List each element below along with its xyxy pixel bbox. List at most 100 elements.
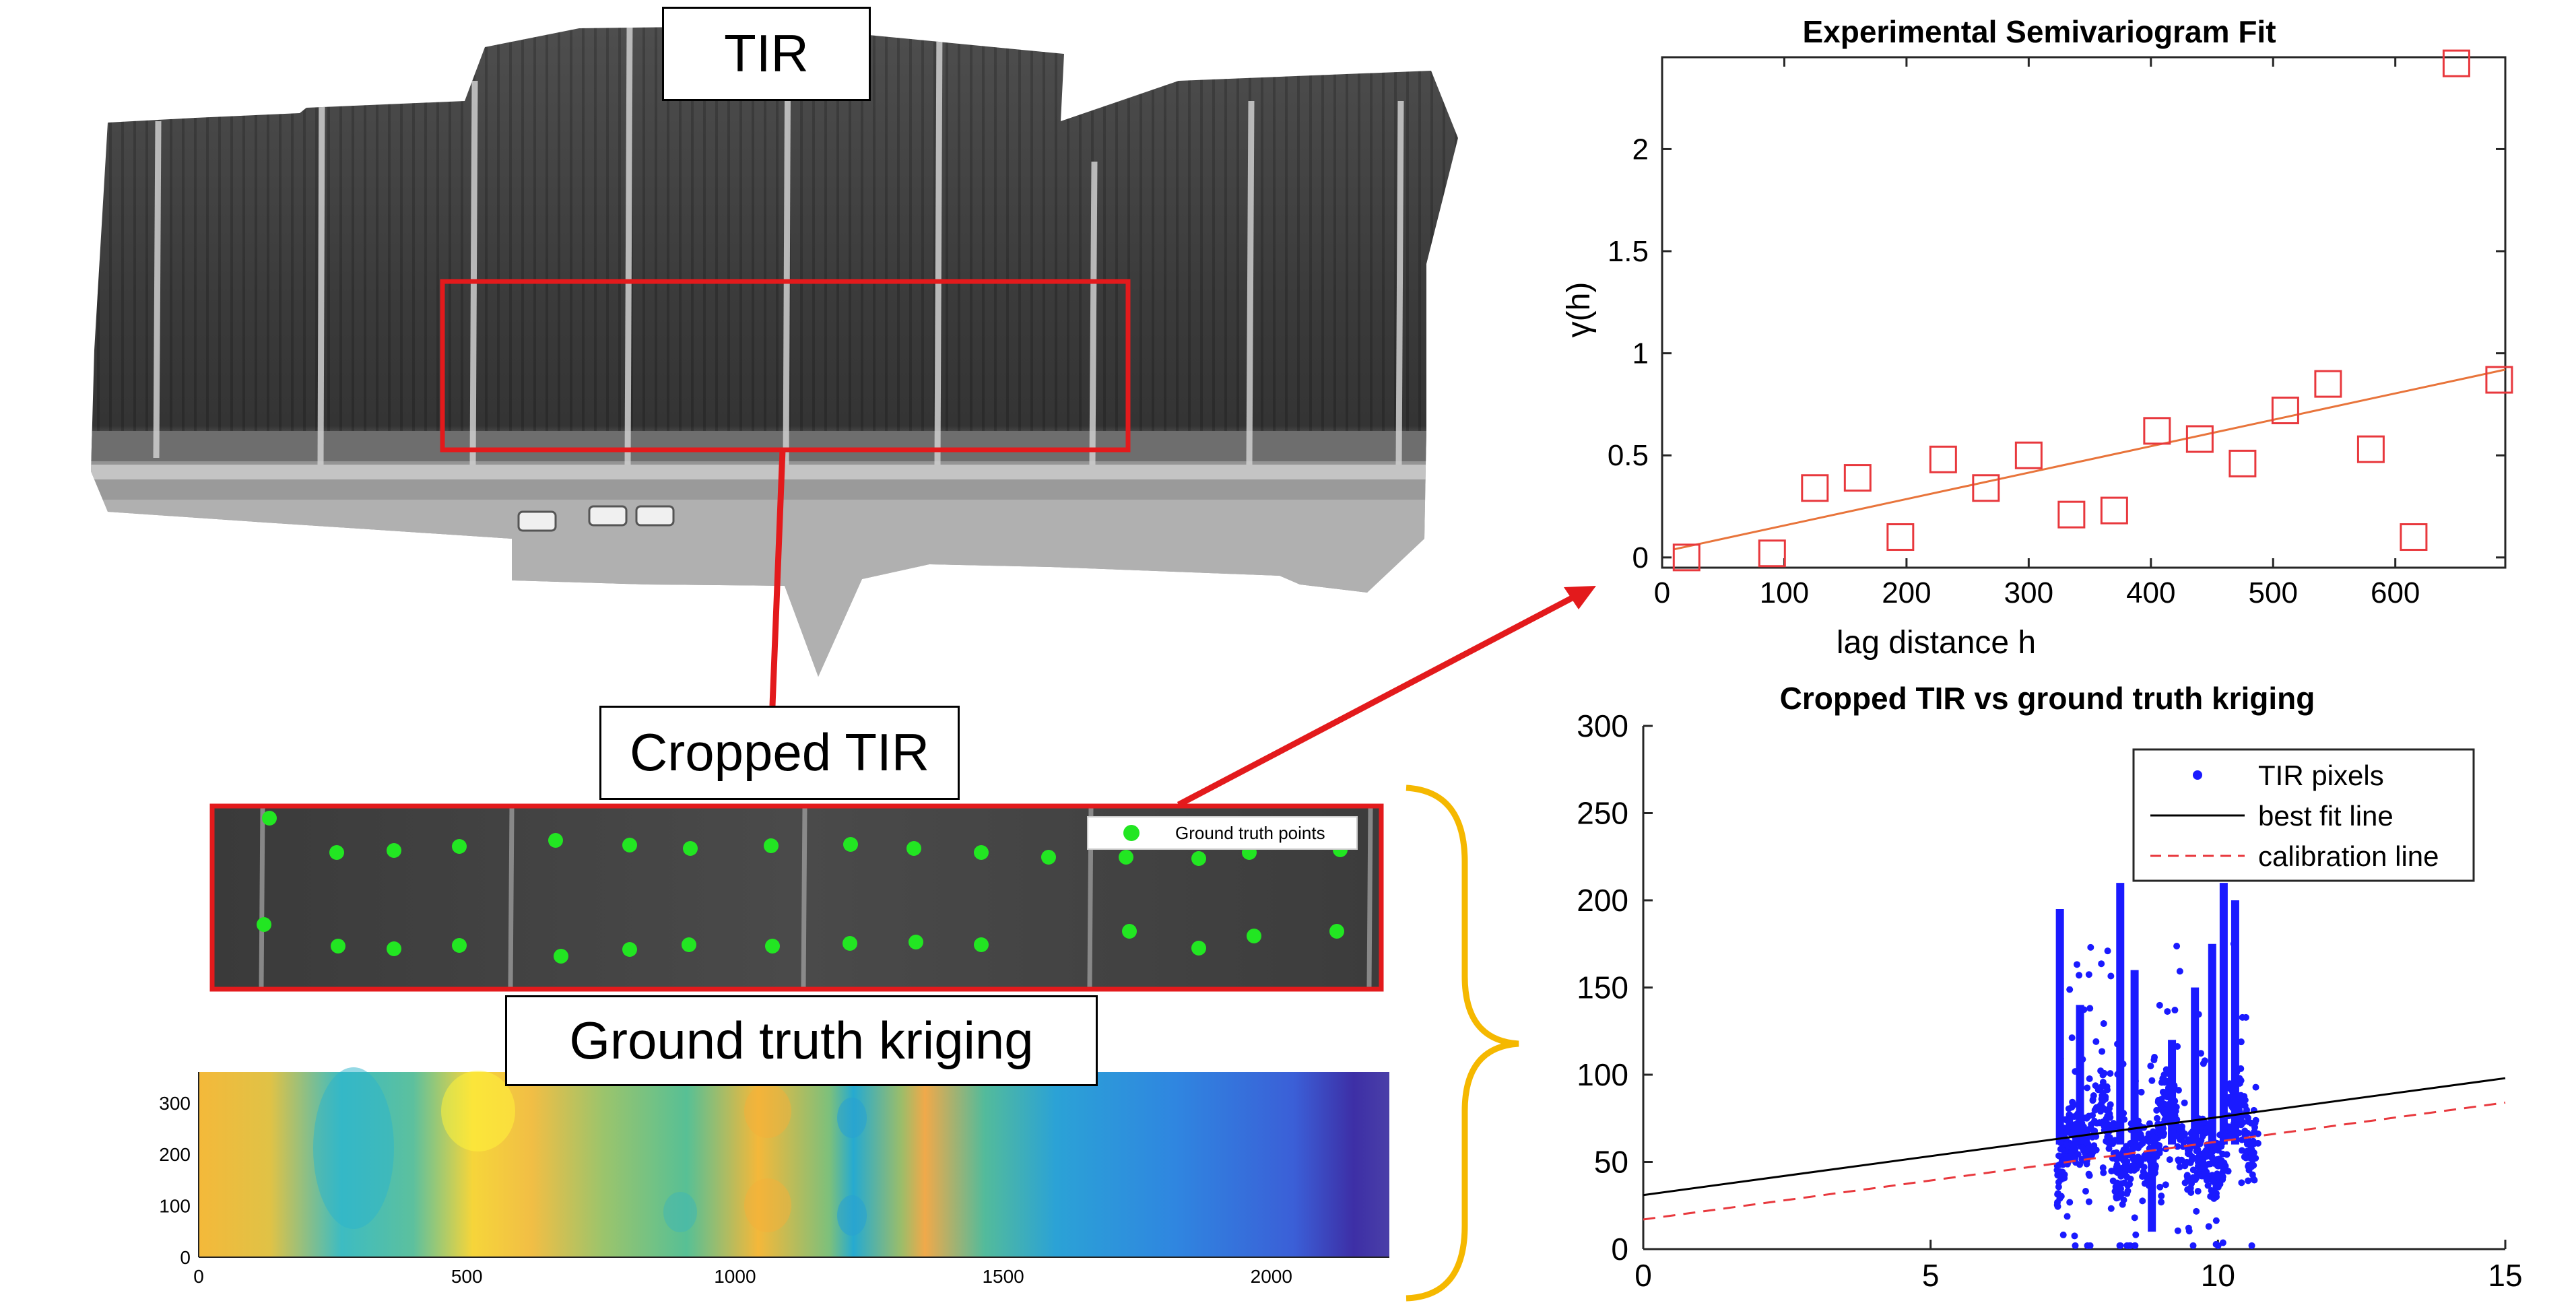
calibration-line	[1643, 1101, 2506, 1221]
calibration-xtick-label: 0	[1634, 1258, 1652, 1293]
calibration-ytick-label: 200	[1577, 883, 1628, 918]
semivariogram-xtick-label: 0	[1654, 576, 1670, 609]
ground-truth-point	[622, 942, 637, 957]
ground-truth-point	[909, 935, 923, 949]
crop-region-box	[440, 279, 1131, 453]
ground-truth-point	[452, 839, 467, 854]
ground-truth-point	[843, 936, 857, 951]
calibration-legend: TIR pixels best fit line calibration line	[2132, 748, 2475, 882]
semivariogram-chart: Experimental Semivariogram Fit lag dista…	[1561, 14, 2513, 661]
best-fit-line	[1643, 1077, 2506, 1197]
semivariogram-xtick-label: 200	[1882, 576, 1931, 609]
calibration-xtick-label: 5	[1922, 1258, 1940, 1293]
ground-truth-point	[387, 843, 401, 858]
calibration-chart: Cropped TIR vs ground truth kriging 0 5 10…	[1577, 681, 2522, 1293]
semivariogram-ytick-label: 2	[1632, 133, 1649, 166]
tir-label: TIR	[662, 7, 871, 101]
ground-truth-point	[1247, 929, 1261, 943]
semivariogram-point	[2271, 397, 2299, 425]
semivariogram-point	[2228, 449, 2257, 477]
semivariogram-xlabel: lag distance h	[1837, 625, 2036, 661]
calibration-legend-label: calibration line	[2258, 840, 2439, 872]
calibration-ytick-label: 300	[1577, 708, 1628, 743]
semivariogram-xtick-label: 500	[2249, 576, 2298, 609]
semivariogram-point	[2143, 417, 2171, 445]
ground-truth-point	[974, 937, 989, 952]
ground-truth-point	[1119, 850, 1133, 865]
semivariogram-ytick-label: 1.5	[1608, 235, 1649, 268]
ground-truth-point	[452, 938, 467, 953]
kriging-heatmap: 0 500 1000 1500 2000 0 100 200 300	[159, 1067, 1389, 1287]
heatmap-xtick-label: 500	[451, 1266, 483, 1287]
semivariogram-point	[1843, 464, 1872, 492]
calibration-title: Cropped TIR vs ground truth kriging	[1780, 681, 2315, 716]
semivariogram-plot-area	[1661, 56, 2507, 569]
heatmap-xtick-label: 1500	[982, 1266, 1024, 1287]
semivariogram-xtick-label: 300	[2004, 576, 2053, 609]
semivariogram-point	[1801, 474, 1829, 502]
calibration-legend-label: best fit line	[2258, 800, 2393, 832]
ground-truth-point	[387, 941, 401, 956]
ground-truth-point	[906, 841, 921, 856]
semivariogram-point	[2485, 366, 2513, 394]
cropped-legend-label: Ground truth points	[1175, 823, 1325, 843]
semivariogram-point	[2400, 523, 2428, 551]
semivariogram-ytick-label: 1	[1632, 337, 1649, 370]
ground-truth-point	[262, 811, 277, 826]
legend-marker-dot	[2193, 770, 2202, 780]
semivariogram-point	[2185, 425, 2214, 453]
semivariogram-fit-line	[1674, 368, 2506, 551]
cropped-tir-strip: Ground truth points	[209, 803, 1384, 992]
calibration-ytick-label: 50	[1594, 1145, 1628, 1180]
calibration-ytick-label: 250	[1577, 796, 1628, 831]
cropped-tir-label: Cropped TIR	[599, 706, 960, 800]
heatmap-ytick-label: 300	[159, 1093, 191, 1114]
semivariogram-ytick-label: 0.5	[1608, 439, 1649, 472]
semivariogram-point	[1929, 445, 1957, 473]
ground-truth-kriging-label: Ground truth kriging	[505, 995, 1098, 1086]
semivariogram-point	[2356, 435, 2385, 463]
arrow-to-semivariogram	[1177, 586, 1596, 807]
heatmap-ytick-label: 200	[159, 1144, 191, 1165]
heatmap-xtick-label: 0	[193, 1266, 204, 1287]
ground-truth-point	[331, 939, 345, 953]
semivariogram-xtick-label: 100	[1760, 576, 1809, 609]
heatmap-ytick-label: 100	[159, 1196, 191, 1217]
calibration-ytick-label: 150	[1577, 970, 1628, 1005]
ground-truth-point	[1329, 924, 1344, 939]
ground-truth-point	[683, 841, 698, 856]
ground-truth-point	[257, 917, 271, 932]
cropped-strip-border	[209, 803, 1384, 992]
ground-truth-point	[974, 845, 989, 860]
ground-truth-point	[554, 949, 568, 964]
ground-truth-point	[622, 838, 637, 852]
calibration-xtick-label: 10	[2201, 1258, 2235, 1293]
ground-truth-points	[257, 811, 1348, 964]
grouping-brace	[1406, 784, 1519, 1302]
ground-truth-point	[765, 939, 780, 953]
semivariogram-title: Experimental Semivariogram Fit	[1802, 14, 2276, 49]
heatmap-xtick-label: 2000	[1251, 1266, 1292, 1287]
semivariogram-point	[1886, 523, 1915, 551]
semivariogram-xtick-label: 600	[2371, 576, 2420, 609]
ground-truth-point	[1191, 851, 1206, 866]
calibration-xtick-label: 15	[2488, 1258, 2522, 1293]
ground-truth-point	[1191, 941, 1206, 956]
ground-truth-point	[1122, 924, 1137, 939]
semivariogram-point	[1758, 539, 1786, 568]
semivariogram-point	[2014, 441, 2043, 469]
semivariogram-point	[1672, 543, 1700, 572]
calibration-ytick-label: 0	[1611, 1232, 1628, 1267]
cropped-legend: Ground truth points	[1087, 816, 1358, 850]
tir-aerial-image	[91, 27, 1458, 677]
semivariogram-ytick-label: 0	[1632, 541, 1649, 574]
heatmap-xtick-label: 1000	[714, 1266, 756, 1287]
heatmap-ytick-label: 0	[180, 1247, 191, 1268]
ground-truth-point	[682, 937, 696, 952]
semivariogram-point	[2314, 370, 2342, 398]
ground-truth-point	[329, 845, 344, 860]
ground-truth-point	[764, 838, 779, 853]
ground-truth-point	[1041, 850, 1056, 865]
semivariogram-point	[1972, 474, 2000, 502]
